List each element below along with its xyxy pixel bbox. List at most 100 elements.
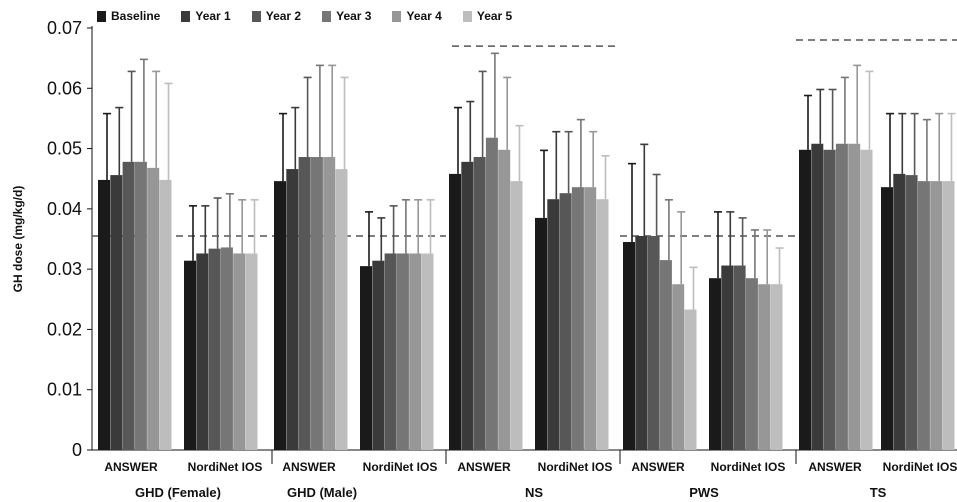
chart-legend: Baseline Year 1 Year 2 Year 3 Year 4 Year 5 — [97, 9, 533, 23]
bar — [184, 260, 196, 450]
legend-label: Year 2 — [265, 9, 302, 23]
bar — [310, 157, 323, 451]
bar — [159, 179, 172, 451]
bar — [372, 260, 385, 450]
bar — [233, 253, 246, 450]
bar — [917, 181, 930, 450]
group-label: NS — [525, 485, 543, 500]
bar — [733, 265, 746, 450]
bar — [409, 253, 422, 450]
bar — [449, 173, 461, 451]
bar — [860, 149, 873, 450]
x-tick-label: ANSWER — [808, 460, 862, 474]
group-label: GHD (Female) — [135, 485, 221, 500]
y-tick-label: 0.03 — [47, 259, 82, 279]
legend-label: Year 5 — [476, 9, 513, 23]
bar — [647, 235, 660, 450]
legend-swatch — [97, 10, 106, 22]
legend-item: Year 3 — [322, 9, 371, 23]
legend-swatch — [322, 10, 332, 22]
bar — [905, 175, 918, 450]
bar — [559, 193, 572, 450]
bar — [122, 161, 135, 450]
bar — [659, 260, 672, 450]
bar — [485, 137, 498, 450]
bar — [220, 247, 233, 450]
y-tick-label: 0 — [72, 440, 82, 460]
bar — [98, 179, 110, 451]
group-label: PWS — [689, 485, 719, 500]
bar — [245, 253, 258, 450]
bar — [770, 284, 783, 450]
bar — [584, 187, 597, 450]
legend-item: Year 1 — [181, 9, 231, 23]
legend-item: Year 2 — [251, 9, 302, 23]
legend-label: Year 4 — [406, 9, 442, 23]
bar — [672, 284, 685, 450]
bar — [498, 149, 511, 450]
y-tick-label: 0.02 — [47, 319, 82, 339]
bar — [147, 167, 160, 450]
y-tick-label: 0.05 — [47, 139, 82, 159]
x-tick-label: ANSWER — [457, 460, 511, 474]
bar — [298, 157, 311, 451]
legend-item: Year 5 — [462, 9, 513, 23]
bar — [835, 143, 848, 450]
bar — [811, 143, 824, 450]
x-tick-label: ANSWER — [631, 460, 685, 474]
x-tick-label: NordiNet IOS — [711, 460, 786, 474]
bar — [893, 173, 906, 451]
legend-label: Baseline — [111, 9, 161, 23]
bar — [335, 169, 348, 450]
legend-label: Year 1 — [195, 9, 231, 23]
y-tick-label: 0.07 — [47, 18, 82, 38]
bar — [360, 266, 372, 450]
bar — [396, 253, 409, 450]
bar — [635, 235, 648, 450]
x-tick-label: ANSWER — [282, 460, 336, 474]
group-label: GHD (Male) — [287, 485, 357, 500]
x-tick-label: ANSWER — [104, 460, 158, 474]
bar — [134, 161, 147, 450]
y-axis-title: GH dose (mg/kg/d) — [11, 186, 25, 293]
bar — [571, 187, 584, 450]
y-tick-label: 0.01 — [47, 380, 82, 400]
x-tick-label: NordiNet IOS — [363, 460, 438, 474]
bar — [274, 181, 286, 450]
legend-item: Baseline — [97, 9, 160, 23]
x-tick-label: NordiNet IOS — [188, 460, 263, 474]
x-tick-label: NordiNet IOS — [538, 460, 613, 474]
bar — [208, 248, 221, 450]
bar — [110, 175, 123, 450]
bar — [196, 253, 209, 450]
legend-swatch — [181, 10, 191, 22]
y-tick-label: 0.06 — [47, 78, 82, 98]
bar — [848, 143, 861, 450]
bar — [823, 149, 836, 450]
bar — [721, 265, 734, 450]
bar — [745, 278, 758, 450]
bar — [684, 309, 697, 450]
bar — [384, 253, 397, 450]
y-tick-label: 0.04 — [47, 199, 82, 219]
legend-swatch — [392, 10, 402, 22]
bar — [799, 149, 811, 450]
bar — [473, 157, 486, 451]
x-tick-label: NordiNet IOS — [883, 460, 957, 474]
bar — [461, 161, 474, 450]
legend-swatch — [462, 10, 472, 22]
bar — [942, 181, 955, 450]
legend-swatch — [251, 10, 261, 22]
bar — [758, 284, 771, 450]
group-label: TS — [870, 485, 887, 500]
bar — [881, 187, 893, 450]
bar — [547, 199, 560, 450]
bar — [535, 217, 547, 450]
bar — [623, 242, 635, 450]
bar — [709, 278, 721, 450]
legend-label: Year 3 — [336, 9, 372, 23]
bar — [930, 181, 943, 450]
legend-item: Year 4 — [392, 9, 442, 23]
bar — [596, 199, 609, 450]
